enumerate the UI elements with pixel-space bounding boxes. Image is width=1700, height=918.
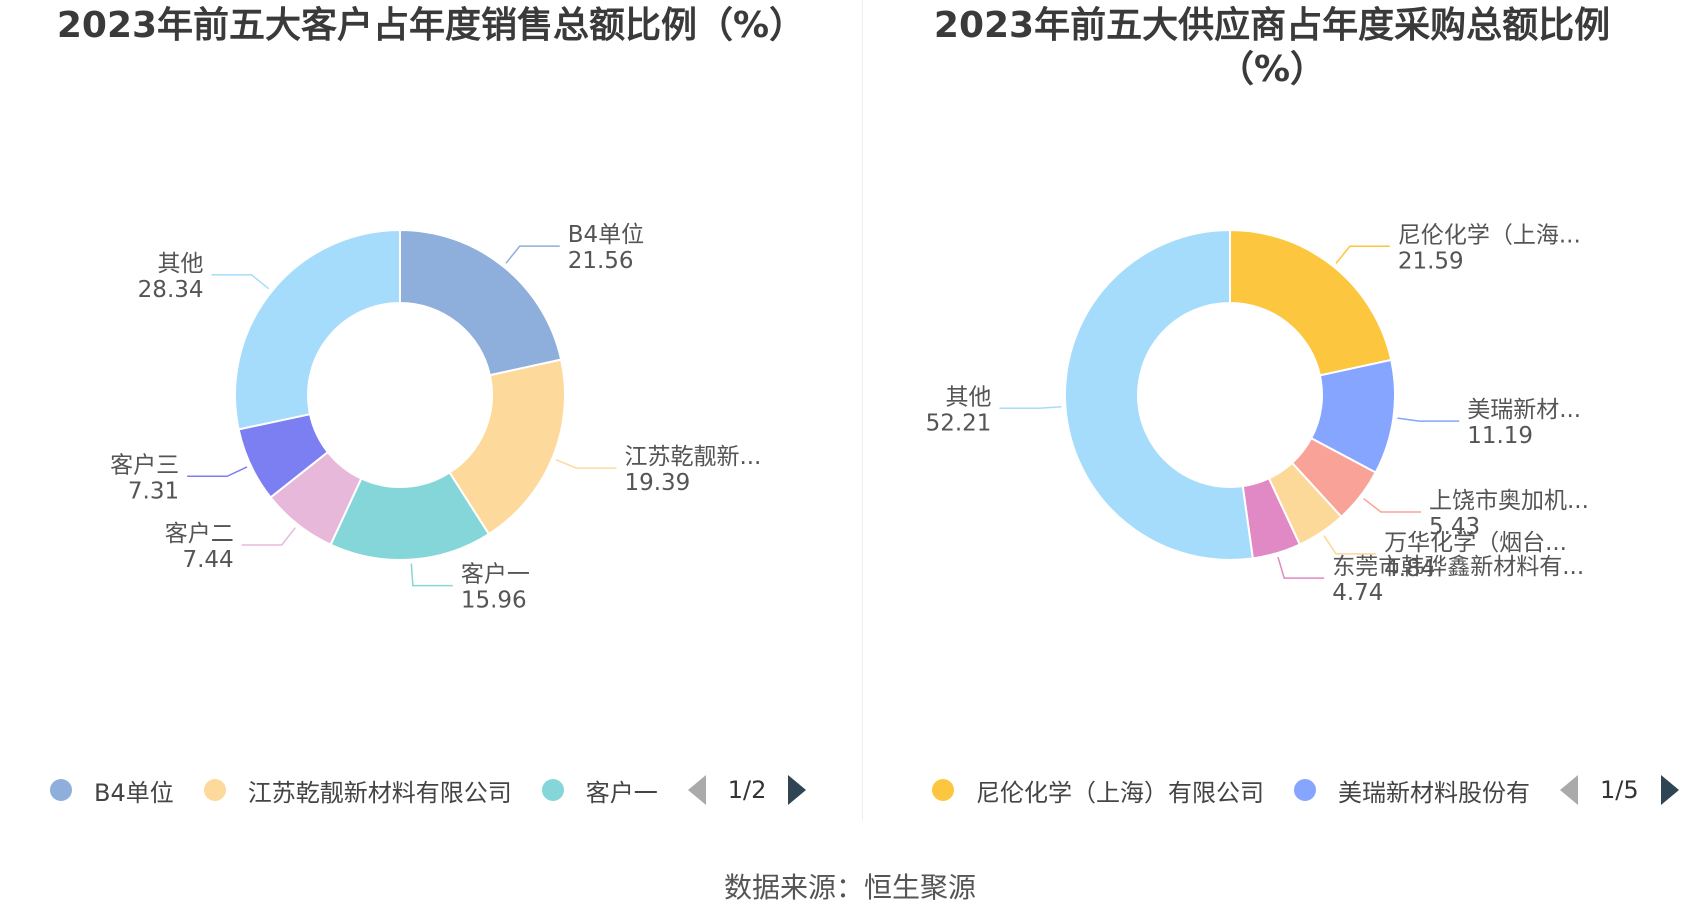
slice-label: 东莞市韩骅鑫新材料有... — [1332, 554, 1584, 580]
slice-value-label: 4.84 — [1384, 556, 1435, 582]
slice-value-label: 21.56 — [568, 248, 634, 274]
label-leader-line — [999, 405, 1062, 410]
slice-label: 其他 — [945, 384, 991, 410]
next-page-icon[interactable] — [1660, 775, 1679, 805]
legend-label: 美瑞新材料股份有 — [1338, 778, 1530, 807]
slice-value-label: 28.34 — [138, 277, 204, 303]
sales-legend-pager: 1/2 — [687, 775, 807, 805]
legend-marker-icon — [541, 779, 564, 801]
slice-label: 尼伦化学（上海... — [1398, 222, 1581, 248]
legend-label: B4单位 — [94, 778, 174, 807]
slice-label: 上饶市奥加机... — [1429, 488, 1589, 514]
legend-item-nilun[interactable]: 尼伦化学（上海）有限公司 — [932, 773, 1264, 808]
legend-item-b4[interactable]: B4单位 — [50, 773, 174, 808]
legend-marker-icon — [932, 779, 954, 801]
sales-legend: B4单位 江苏乾靓新材料有限公司 客户一 1/2 — [50, 770, 807, 810]
label-leader-line — [410, 563, 453, 587]
donut-slice[interactable] — [234, 228, 401, 431]
page-indicator: 1/2 — [727, 776, 767, 804]
purchase-donut-chart: 尼伦化学（上海...21.59 美瑞新材...11.19 上饶市奥加机...5.43… — [926, 222, 1589, 606]
slice-value-label: 7.31 — [128, 478, 179, 504]
slice-label: 客户三 — [110, 452, 179, 478]
slice-label: 江苏乾靓新... — [624, 444, 761, 470]
slice-label: B4单位 — [568, 222, 644, 248]
legend-marker-icon — [50, 779, 72, 801]
panel-divider — [862, 0, 863, 820]
slice-value-label: 15.96 — [461, 588, 527, 614]
slice-value-label: 19.39 — [624, 470, 690, 496]
purchase-legend: 尼伦化学（上海）有限公司 美瑞新材料股份有 1/5 — [932, 770, 1679, 810]
slice-value-label: 7.44 — [182, 547, 233, 573]
page-indicator: 1/5 — [1600, 776, 1639, 804]
legend-marker-icon — [203, 779, 226, 801]
label-leader-line — [1335, 245, 1390, 264]
label-leader-line — [211, 274, 270, 290]
slice-value-label: 11.19 — [1467, 423, 1533, 449]
slice-value-label: 5.43 — [1429, 514, 1480, 540]
purchase-chart-panel: 2023年前五大供应商占年度采购总额比例（%） 尼伦化学（上海... 21.59 美… — [862, 0, 1700, 918]
legend-item-customer-1[interactable]: 客户一 — [541, 773, 658, 808]
slice-label: 万华化学（烟台... — [1384, 530, 1567, 556]
purchase-chart-title: 2023年前五大供应商占年度采购总额比例（%） — [933, 5, 1611, 90]
legend-label: 江苏乾靓新材料有限公司 — [247, 778, 512, 807]
label-leader-line — [505, 245, 560, 264]
donut-slice[interactable] — [1064, 228, 1254, 561]
label-leader-line — [241, 527, 296, 546]
sales-chart-title: 2023年前五大客户占年度销售总额比例（%） — [56, 5, 806, 46]
slice-value-label: 21.59 — [1398, 248, 1464, 274]
prev-page-icon[interactable] — [1560, 775, 1578, 805]
data-source-note: 数据来源：恒生聚源 — [723, 871, 976, 904]
slice-label: 客户一 — [461, 562, 530, 588]
legend-item-jiangsu[interactable]: 江苏乾靓新材料有限公司 — [203, 773, 512, 808]
legend-item-meirui[interactable]: 美瑞新材料股份有 — [1294, 773, 1530, 808]
next-page-icon[interactable] — [788, 775, 807, 805]
slice-label: 客户二 — [165, 521, 234, 547]
sales-chart-panel: 2023年前五大客户占年度销售总额比例（%） B4单位 21.56 江苏乾靓新...… — [50, 5, 807, 810]
legend-marker-icon — [1294, 779, 1316, 801]
slice-label: 美瑞新材... — [1467, 397, 1581, 423]
donut-slice[interactable] — [399, 228, 563, 377]
donut-slice[interactable] — [1229, 228, 1393, 377]
prev-page-icon[interactable] — [687, 775, 706, 805]
label-leader-line — [1397, 417, 1460, 422]
slice-value-label: 4.74 — [1332, 580, 1383, 606]
slice-label: 其他 — [158, 251, 204, 277]
label-leader-line — [1363, 497, 1421, 513]
label-leader-line — [1323, 535, 1377, 555]
legend-label: 尼伦化学（上海）有限公司 — [976, 778, 1264, 807]
purchase-legend-pager: 1/5 — [1560, 775, 1679, 805]
label-leader-line — [187, 466, 248, 478]
label-leader-line — [1277, 556, 1325, 579]
slice-value-label: 52.21 — [926, 410, 992, 436]
label-leader-line — [555, 459, 617, 469]
legend-label: 客户一 — [585, 778, 658, 807]
